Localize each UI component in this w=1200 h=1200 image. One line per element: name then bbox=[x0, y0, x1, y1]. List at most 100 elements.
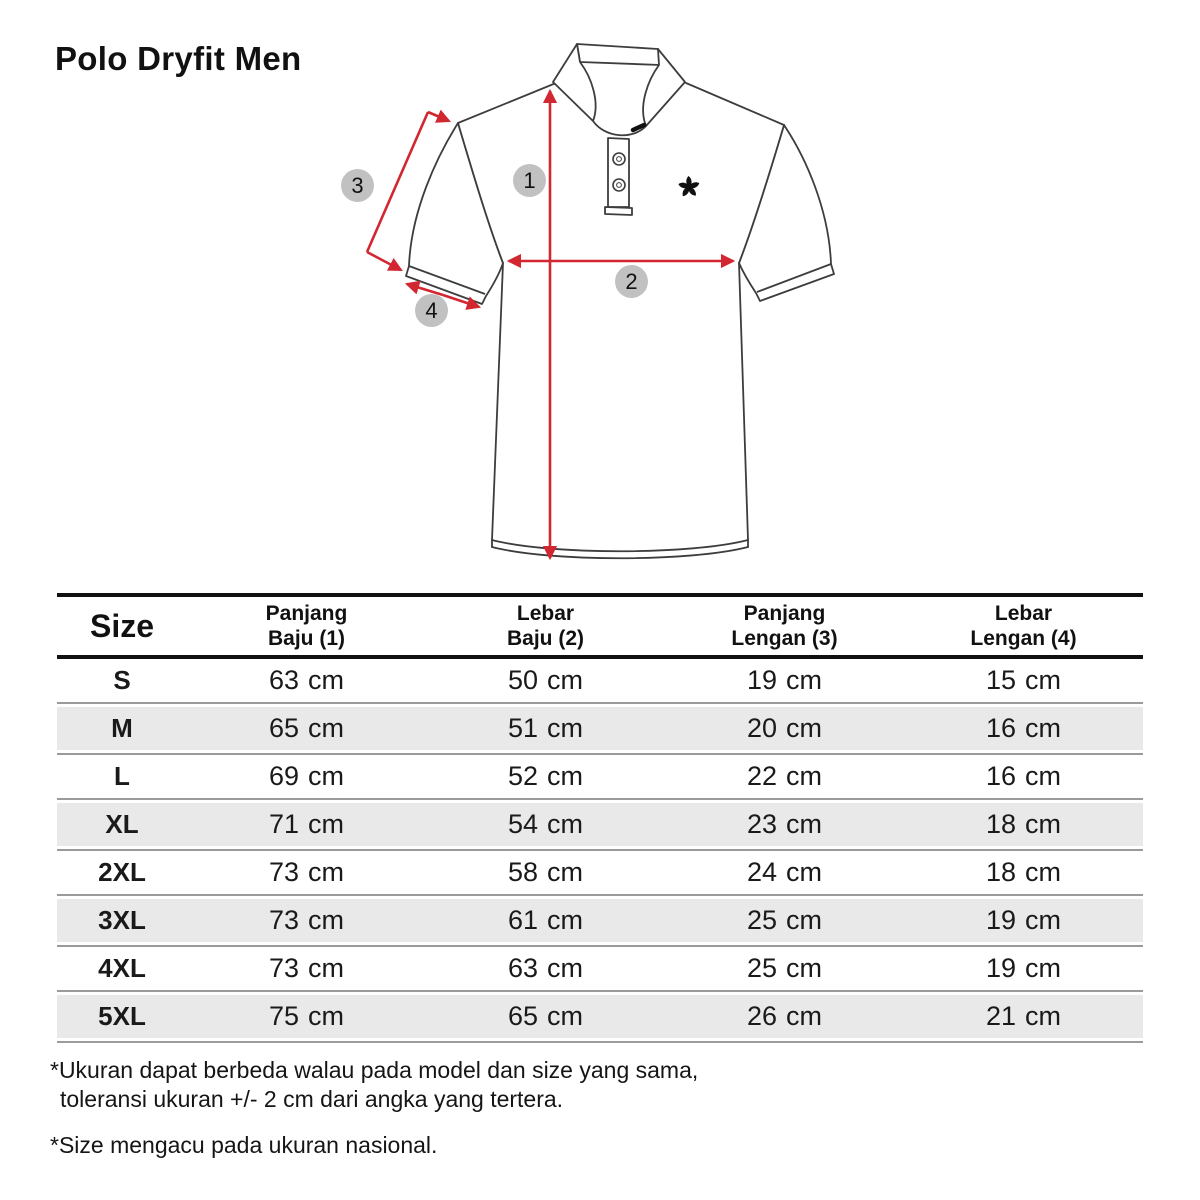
measurement-unit: cm bbox=[547, 953, 584, 983]
measurement-unit: cm bbox=[547, 761, 584, 791]
measurement-cell: 63 cm bbox=[187, 659, 426, 702]
table-row: 5XL 75 cm 65 cm 26 cm 21 cm bbox=[57, 990, 1143, 1041]
measurement-unit: cm bbox=[786, 809, 823, 839]
measurement-value: 54 bbox=[507, 809, 539, 839]
size-cell: 4XL bbox=[98, 953, 146, 983]
measurement-unit: cm bbox=[547, 1001, 584, 1031]
measurement-cell: 18 cm bbox=[904, 803, 1143, 846]
measurement-cell: 19 cm bbox=[904, 899, 1143, 942]
shirt-collar bbox=[552, 43, 686, 137]
brand-logo-icon bbox=[678, 176, 700, 197]
table-row: 3XL 73 cm 61 cm 25 cm 19 cm bbox=[57, 894, 1143, 945]
measurement-cell: 22 cm bbox=[665, 755, 904, 798]
column-header-lebar-lengan: Lebar Lengan (4) bbox=[904, 601, 1143, 651]
measurement-value: 18 bbox=[985, 857, 1017, 887]
measurement-unit: cm bbox=[1025, 857, 1062, 887]
measurement-value: 22 bbox=[746, 761, 778, 791]
measurement-value: 19 bbox=[985, 905, 1017, 935]
measurement-cell: 65 cm bbox=[426, 995, 665, 1038]
table-row: L 69 cm 52 cm 22 cm 16 cm bbox=[57, 753, 1143, 798]
measurement-cell: 16 cm bbox=[904, 755, 1143, 798]
measurement-cell: 58 cm bbox=[426, 851, 665, 894]
measurement-unit: cm bbox=[1025, 953, 1062, 983]
measurement-unit: cm bbox=[786, 665, 823, 695]
size-table: Size Panjang Baju (1) Lebar Baju (2) Pan… bbox=[57, 593, 1143, 1043]
size-cell: 3XL bbox=[98, 905, 146, 935]
measurement-unit: cm bbox=[786, 905, 823, 935]
measurement-cell: 25 cm bbox=[665, 947, 904, 990]
measurement-cell: 75 cm bbox=[187, 995, 426, 1038]
measurement-unit: cm bbox=[308, 905, 345, 935]
column-header-lebar-baju: Lebar Baju (2) bbox=[426, 601, 665, 651]
measurement-value: 73 bbox=[268, 953, 300, 983]
measurement-value: 25 bbox=[746, 905, 778, 935]
table-row: XL 71 cm 54 cm 23 cm 18 cm bbox=[57, 798, 1143, 849]
measure-arrow-3 bbox=[365, 109, 451, 272]
measurement-cell: 15 cm bbox=[904, 659, 1143, 702]
measurement-value: 73 bbox=[268, 857, 300, 887]
table-row: 4XL 73 cm 63 cm 25 cm 19 cm bbox=[57, 945, 1143, 990]
measurement-unit: cm bbox=[1025, 761, 1062, 791]
footnote-line: *Ukuran dapat berbeda walau pada model d… bbox=[50, 1057, 699, 1083]
measurement-cell: 21 cm bbox=[904, 995, 1143, 1038]
header-line: Lengan (3) bbox=[731, 627, 838, 650]
measurement-unit: cm bbox=[1025, 713, 1062, 743]
header-line: Lengan (4) bbox=[970, 627, 1077, 650]
measurement-value: 16 bbox=[985, 761, 1017, 791]
measure-badge-1: 1 bbox=[513, 164, 546, 197]
size-cell: M bbox=[111, 713, 133, 743]
polo-shirt-illustration bbox=[365, 43, 835, 561]
measurement-unit: cm bbox=[1025, 809, 1062, 839]
measurement-unit: cm bbox=[547, 665, 584, 695]
measurement-unit: cm bbox=[308, 857, 345, 887]
measurement-value: 75 bbox=[268, 1001, 300, 1031]
measure-badge-4: 4 bbox=[415, 294, 448, 327]
header-line: Baju (1) bbox=[267, 627, 345, 650]
measurement-unit: cm bbox=[308, 953, 345, 983]
measurement-cell: 61 cm bbox=[426, 899, 665, 942]
buttonhole-mark bbox=[630, 122, 647, 133]
measurement-cell: 73 cm bbox=[187, 947, 426, 990]
measure-badge-3: 3 bbox=[341, 169, 374, 202]
measurement-value: 18 bbox=[985, 809, 1017, 839]
measurement-value: 58 bbox=[507, 857, 539, 887]
measurement-cell: 69 cm bbox=[187, 755, 426, 798]
measurement-value: 51 bbox=[507, 713, 539, 743]
measurement-cell: 25 cm bbox=[665, 899, 904, 942]
measurement-unit: cm bbox=[786, 857, 823, 887]
measurement-cell: 52 cm bbox=[426, 755, 665, 798]
measurement-cell: 50 cm bbox=[426, 659, 665, 702]
shirt-body bbox=[457, 82, 785, 560]
measurement-cell: 19 cm bbox=[904, 947, 1143, 990]
measurement-unit: cm bbox=[1025, 665, 1062, 695]
size-cell: 5XL bbox=[98, 1001, 146, 1031]
measurement-unit: cm bbox=[786, 761, 823, 791]
measurement-cell: 73 cm bbox=[187, 851, 426, 894]
measurement-value: 16 bbox=[985, 713, 1017, 743]
column-header-panjang-lengan: Panjang Lengan (3) bbox=[665, 601, 904, 651]
measurement-value: 65 bbox=[268, 713, 300, 743]
measurement-unit: cm bbox=[547, 857, 584, 887]
header-line: Lebar bbox=[516, 602, 575, 625]
header-line: Lebar bbox=[994, 602, 1053, 625]
measurement-value: 63 bbox=[507, 953, 539, 983]
header-line: Panjang bbox=[265, 602, 348, 625]
page-title: Polo Dryfit Men bbox=[55, 40, 302, 77]
measurement-value: 52 bbox=[507, 761, 539, 791]
size-cell: S bbox=[113, 665, 131, 695]
measurement-cell: 23 cm bbox=[665, 803, 904, 846]
measurement-unit: cm bbox=[786, 1001, 823, 1031]
measurement-cell: 24 cm bbox=[665, 851, 904, 894]
measurement-cell: 26 cm bbox=[665, 995, 904, 1038]
measurement-unit: cm bbox=[308, 1001, 345, 1031]
measurement-value: 23 bbox=[746, 809, 778, 839]
footnote-line: *Size mengacu pada ukuran nasional. bbox=[50, 1132, 438, 1158]
header-line: Panjang bbox=[743, 602, 826, 625]
placket bbox=[604, 137, 633, 216]
measurement-value: 65 bbox=[507, 1001, 539, 1031]
measurement-value: 71 bbox=[268, 809, 300, 839]
measurement-unit: cm bbox=[547, 905, 584, 935]
header-line: Baju (2) bbox=[506, 627, 584, 650]
measurement-cell: 20 cm bbox=[665, 707, 904, 750]
